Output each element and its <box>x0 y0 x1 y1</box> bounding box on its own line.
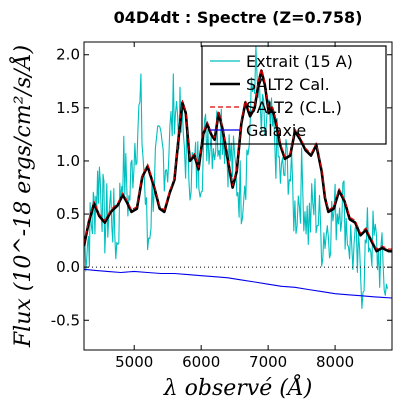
legend-label-0: Extrait (15 A) <box>246 52 353 71</box>
legend-label-3: Galaxie <box>246 121 306 140</box>
y-tick-label: 0.0 <box>56 258 80 276</box>
x-tick-label: 7000 <box>249 353 287 371</box>
y-tick-label: 2.0 <box>56 46 80 64</box>
plot-frame <box>83 41 393 351</box>
series-layer <box>84 45 392 310</box>
legend-label-1: SALT2 Cal. <box>246 75 330 94</box>
y-tick-label: 1.0 <box>56 152 80 170</box>
x-tick-label: 8000 <box>316 353 354 371</box>
series-line-0 <box>84 45 389 310</box>
x-tick-label: 6000 <box>182 353 220 371</box>
x-axis-label: λ observé (Å) <box>163 373 313 400</box>
legend-box <box>201 45 387 145</box>
series-line-2 <box>84 68 392 250</box>
y-tick-label: 1.5 <box>56 99 80 117</box>
y-tick-label: 0.5 <box>56 205 80 223</box>
ticks-layer: 5000 6000 7000 8000 -0.5 0.0 0.5 1.0 1.5 2.0 <box>51 42 392 371</box>
x-tick-label: 5000 <box>115 353 153 371</box>
y-tick-label: -0.5 <box>51 311 80 329</box>
series-line-1 <box>84 69 392 253</box>
chart-title: 04D4dt : Spectre (Z=0.758) <box>113 8 363 27</box>
series-line-3 <box>84 268 392 299</box>
legend: Extrait (15 A) SALT2 Cal. SALT2 (C.L.) Gala… <box>201 45 387 145</box>
legend-label-2: SALT2 (C.L.) <box>246 98 342 117</box>
y-axis-label: Flux (10^-18 ergs/cm²/s/Å) <box>8 45 36 348</box>
